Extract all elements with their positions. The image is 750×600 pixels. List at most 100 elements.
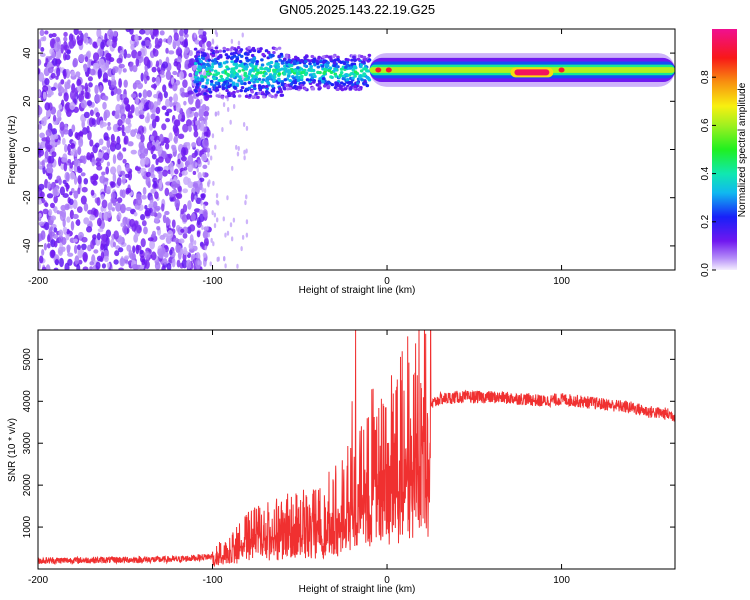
spectrogram-noise-point bbox=[87, 58, 92, 69]
spectrogram-noise-point bbox=[140, 167, 147, 173]
spectrogram-noise-point bbox=[144, 29, 151, 36]
x-tick-label: -200 bbox=[28, 276, 48, 287]
spectrogram-tone-point bbox=[244, 94, 249, 98]
spectrogram-noise-point bbox=[125, 29, 131, 33]
spectrogram-noise-point bbox=[62, 193, 69, 199]
spectrogram-noise-point bbox=[155, 76, 161, 86]
spectrogram-noise-point bbox=[47, 66, 54, 74]
spectrogram-noise-point bbox=[80, 172, 86, 177]
spectrogram-noise-point bbox=[41, 159, 45, 168]
spectrogram-noise-point bbox=[42, 85, 49, 93]
spectrogram-noise-point bbox=[42, 36, 47, 42]
spectrogram-noise-point bbox=[154, 115, 159, 122]
spectrogram-noise-point bbox=[116, 214, 120, 221]
spectrogram-noise-point bbox=[183, 29, 189, 35]
spectrogram-tone-point bbox=[257, 91, 261, 95]
spectrogram-tone-point bbox=[321, 60, 326, 64]
spectrogram-noise-point bbox=[87, 209, 94, 215]
spectrogram-noise-point bbox=[73, 29, 79, 36]
spectrogram-noise-point bbox=[153, 180, 158, 188]
spectrogram-noise-point bbox=[165, 117, 171, 123]
spectrogram-noise-point bbox=[138, 109, 145, 115]
spectrogram-noise-point bbox=[41, 266, 47, 270]
spectrogram-noise-point bbox=[69, 191, 73, 196]
spectrogram-noise-point bbox=[190, 212, 196, 222]
spectrogram-tone-point bbox=[352, 55, 356, 59]
spectrogram-noise-point bbox=[168, 96, 173, 102]
y-tick-label: 1000 bbox=[22, 516, 33, 539]
spectrogram-tone-point bbox=[278, 58, 282, 62]
spectrogram-tone-point bbox=[201, 48, 206, 52]
spectrogram-noise-point bbox=[61, 209, 67, 219]
spectrogram-noise-point bbox=[125, 187, 132, 194]
spectrogram-noise-point bbox=[125, 164, 130, 172]
spectrogram-tone-point bbox=[251, 95, 255, 99]
spectrogram-noise-point bbox=[53, 206, 58, 214]
spectrogram-tone-point bbox=[225, 88, 229, 93]
spectrogram-noise-point bbox=[56, 210, 60, 215]
spectrogram-noise-point bbox=[110, 78, 117, 88]
spectrogram-noise-point bbox=[185, 259, 192, 270]
spectrogram-tone-point bbox=[303, 87, 308, 91]
spectrogram-noise-point bbox=[38, 68, 41, 75]
spectrogram-tone-point bbox=[222, 49, 226, 53]
spectrogram-noise-point bbox=[158, 38, 163, 44]
spectrogram-noise-point bbox=[201, 187, 204, 193]
spectrogram-noise-point bbox=[222, 102, 226, 108]
spectrogram-noise-point bbox=[171, 144, 177, 153]
spectrogram-tone-point bbox=[277, 72, 282, 76]
spectrogram-tone-point bbox=[334, 67, 338, 71]
spectrogram-tone-point bbox=[365, 75, 370, 80]
spectrogram-noise-point bbox=[135, 244, 140, 255]
spectrogram-noise-point bbox=[147, 237, 154, 242]
spectrogram-tone-point bbox=[194, 89, 198, 93]
snr-frame bbox=[37, 329, 676, 570]
spectrogram-noise-point bbox=[117, 126, 122, 132]
spectrogram-noise-point bbox=[163, 91, 168, 99]
spectrogram-noise-point bbox=[187, 90, 194, 95]
spectrogram-noise-point bbox=[76, 165, 81, 171]
spectrogram-noise-point bbox=[105, 166, 110, 175]
spectrogram-tone-point bbox=[207, 87, 212, 91]
spectrogram-tone-point bbox=[339, 70, 344, 75]
spectrogram-noise-point bbox=[213, 212, 217, 218]
spectrogram-noise-point bbox=[39, 52, 46, 58]
spectrogram-tone-point bbox=[363, 57, 367, 62]
spectrogram-noise-point bbox=[116, 88, 122, 95]
spectrogram-noise-point bbox=[63, 31, 68, 37]
spectrogram-noise-point bbox=[132, 65, 138, 73]
spectrogram-noise-point bbox=[153, 93, 158, 99]
spectrogram-tone-point bbox=[326, 84, 331, 89]
spectrogram-noise-point bbox=[89, 214, 96, 221]
spectrogram-tone-point bbox=[215, 88, 220, 92]
spectrogram-noise-point bbox=[143, 56, 150, 67]
spectrogram-noise-point bbox=[245, 194, 248, 200]
spectrogram-noise-point bbox=[139, 249, 144, 255]
spectrogram-noise-point bbox=[162, 257, 168, 265]
spectrogram-noise-point bbox=[167, 229, 174, 239]
spectrogram-tone-point bbox=[195, 82, 200, 86]
spectrogram-noise-point bbox=[88, 38, 93, 45]
spectrogram-tone-point bbox=[264, 66, 269, 70]
spectrogram-noise-point bbox=[195, 98, 201, 109]
y-tick-label: 40 bbox=[22, 47, 33, 59]
spectrogram-noise-point bbox=[137, 50, 142, 57]
spectrogram-tone-point bbox=[329, 58, 333, 62]
spectrogram-noise-point bbox=[122, 147, 127, 152]
spectrogram-noise-point bbox=[47, 61, 53, 68]
spectrogram-tone-point bbox=[280, 82, 285, 87]
spectrogram-noise-point bbox=[183, 100, 187, 106]
spectrogram-tone-point bbox=[234, 48, 239, 52]
spectrogram-noise-point bbox=[116, 197, 123, 204]
spectrogram-noise-point bbox=[46, 166, 53, 174]
spectrogram-tone-point bbox=[252, 59, 256, 63]
spectrogram-noise-point bbox=[101, 263, 107, 269]
spectrogram-noise-point bbox=[67, 159, 72, 164]
spectrogram-noise-point bbox=[63, 52, 67, 61]
spectrogram-noise-point bbox=[200, 200, 203, 206]
spectrogram-noise-point bbox=[100, 194, 105, 200]
colorbar-tick-label: 0.0 bbox=[700, 263, 711, 277]
spectrogram-noise-point bbox=[67, 143, 72, 153]
spectrogram-tone-point bbox=[320, 64, 325, 69]
spectrogram-tone-point bbox=[230, 52, 235, 56]
